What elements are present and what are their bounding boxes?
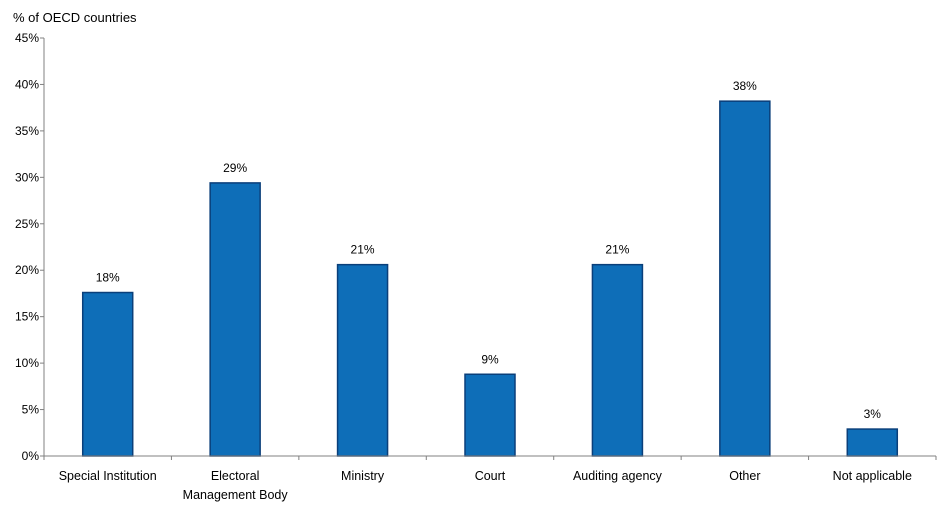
data-label: 3% [864,407,882,421]
x-tick-label: Court [475,469,506,483]
bar [591,263,644,457]
data-label: 29% [223,161,247,175]
data-label: 9% [481,352,499,366]
data-label: 18% [96,271,120,285]
x-tick-label: Electoral [211,469,260,483]
y-tick-label: 5% [22,403,40,417]
x-tick-label: Ministry [341,469,385,483]
data-label: 21% [351,243,375,257]
x-tick-label: Auditing agency [573,469,663,483]
x-tick-label: Other [729,469,760,483]
y-tick-label: 20% [15,263,39,277]
bars-group [81,100,899,457]
y-tick-label: 35% [15,124,39,138]
x-tick-label: Not applicable [833,469,912,483]
data-labels-group: 18% 29% 21% 9% 21% 38% 3% [96,79,882,421]
x-axis: Special Institution Electoral Management B… [43,456,937,502]
bar [719,100,771,457]
bar [336,263,389,457]
bar [81,291,134,457]
bar [464,373,516,457]
bar [846,428,899,457]
y-tick-label: 10% [15,356,39,370]
data-label: 38% [733,79,757,93]
bar [209,182,261,457]
x-tick-label: Management Body [183,488,289,502]
y-axis-title: % of OECD countries [13,10,137,25]
y-axis: 0% 5% 10% 15% 20% 25% 30% 35% 40% 45% [15,31,44,463]
y-tick-label: 45% [15,31,39,45]
y-tick-label: 25% [15,217,39,231]
y-tick-label: 40% [15,77,39,91]
y-tick-label: 30% [15,170,39,184]
data-label: 21% [605,243,629,257]
y-tick-label: 15% [15,310,39,324]
x-tick-label: Special Institution [59,469,157,483]
y-tick-label: 0% [22,449,40,463]
